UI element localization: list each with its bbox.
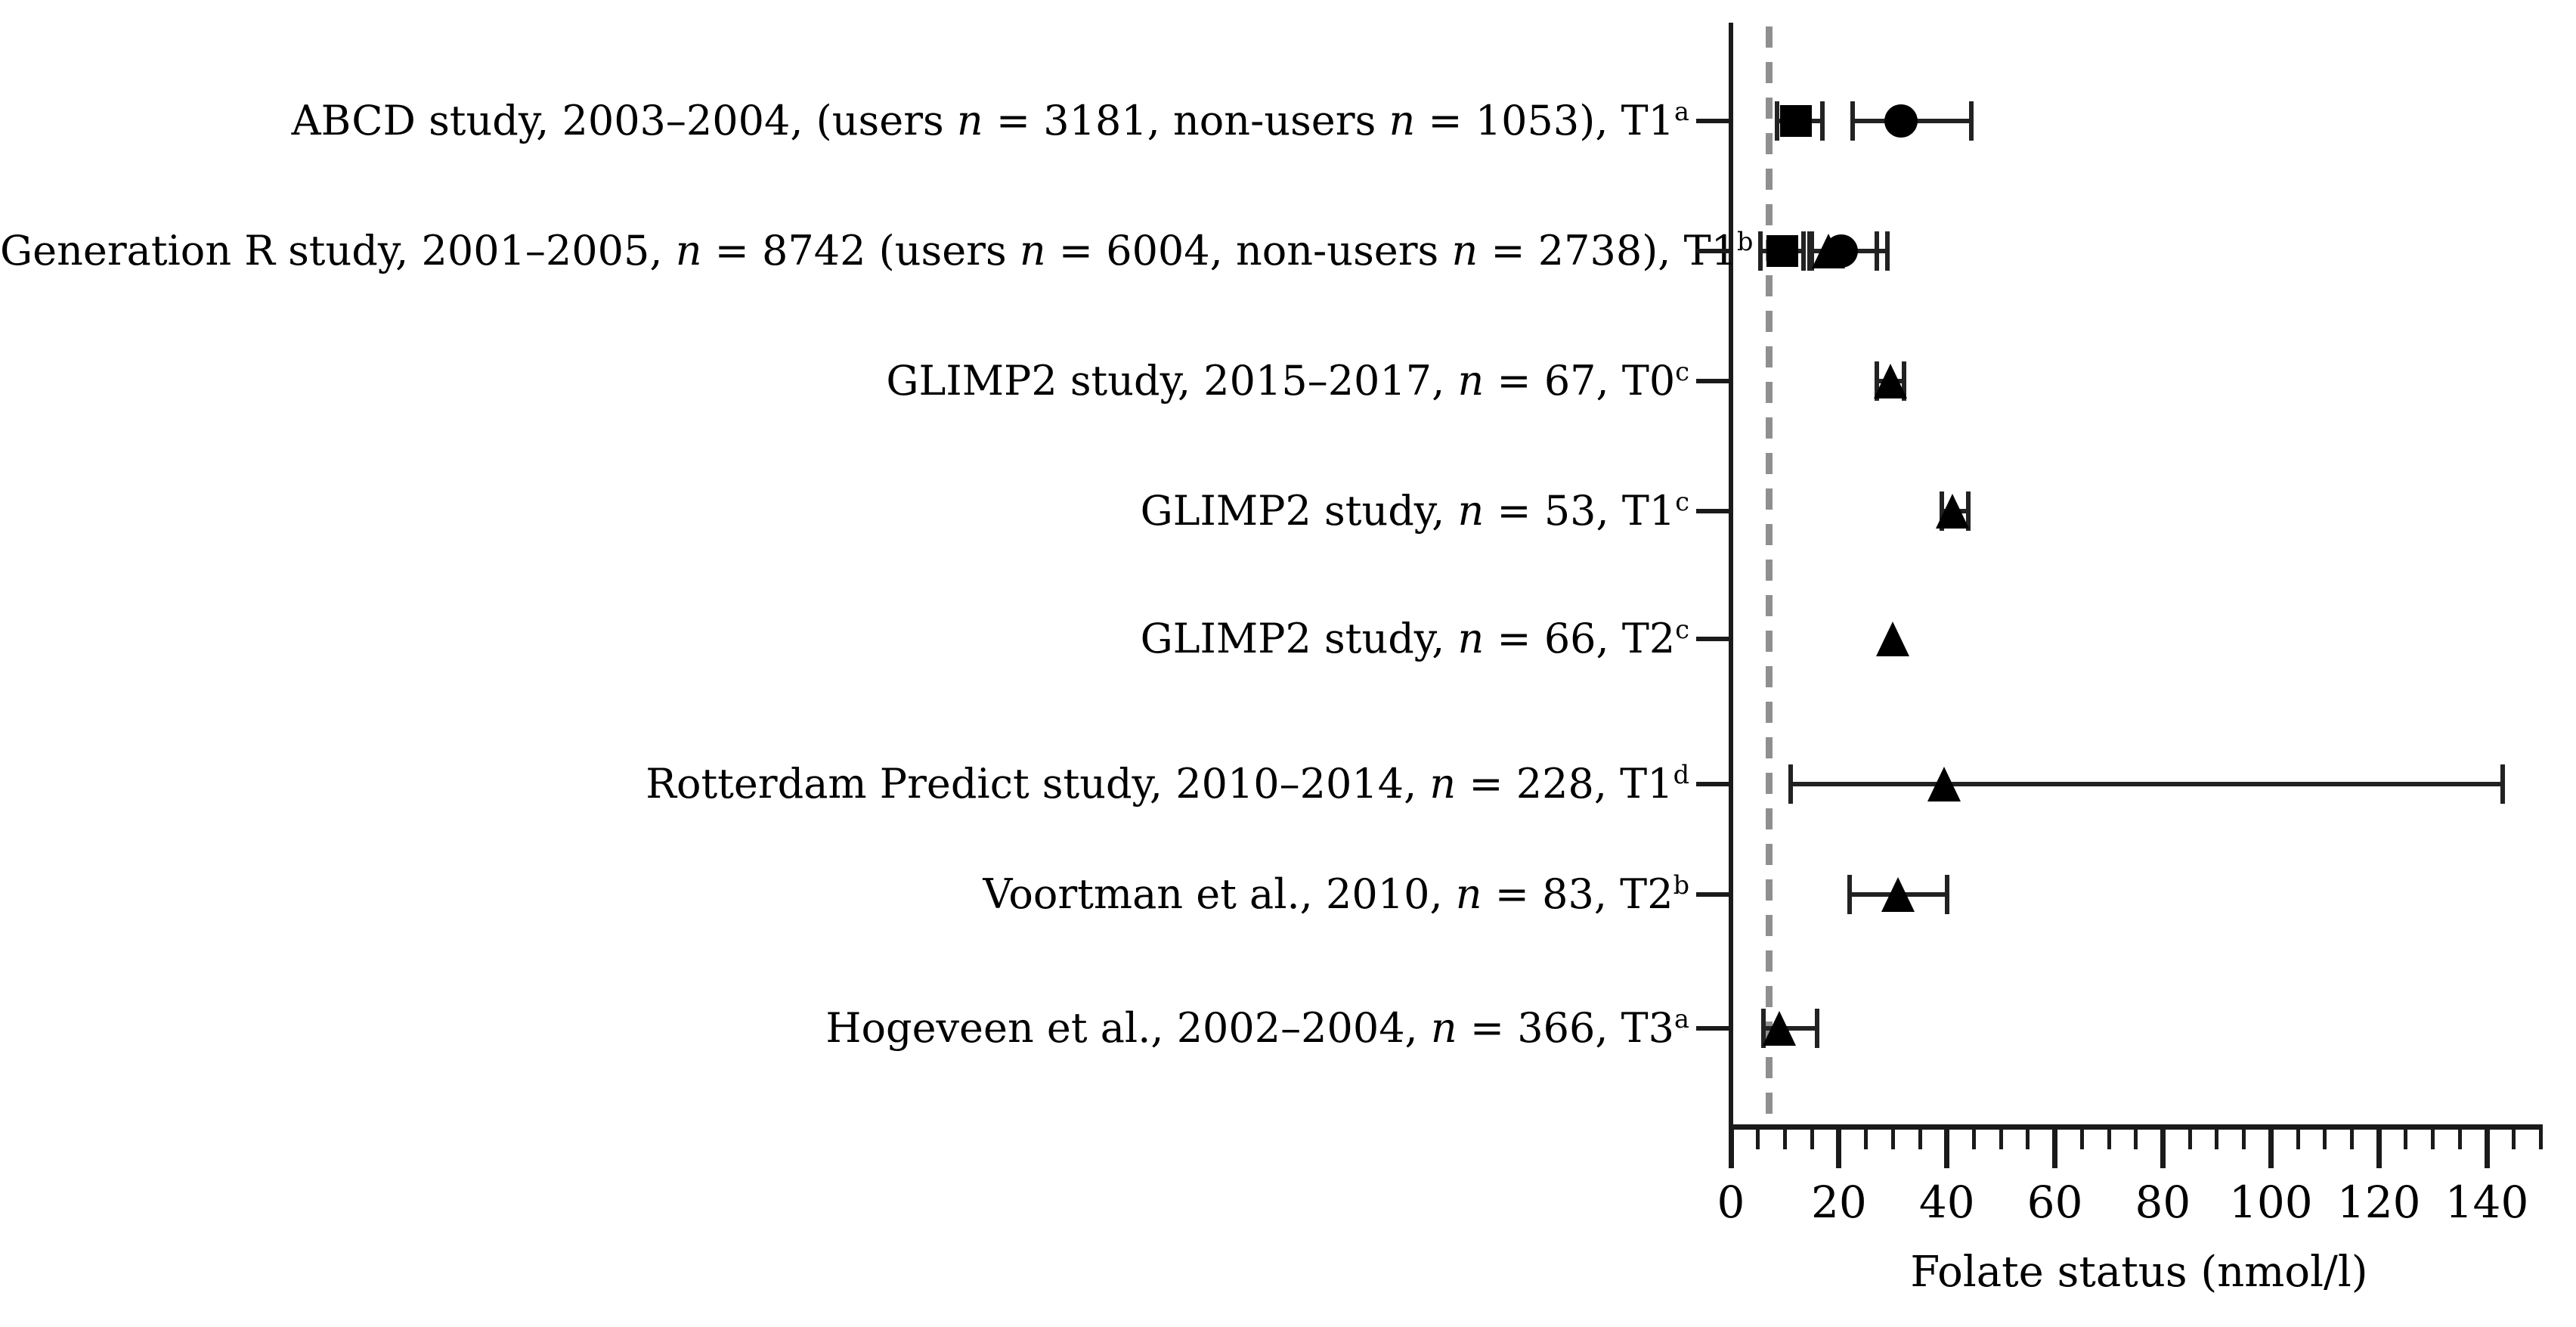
x-major-tick [1944,1127,1950,1168]
y-row-tick [1696,782,1731,786]
y-row-tick [1696,249,1731,253]
error-bar-cap-right [1968,101,1974,141]
x-axis-title: Folate status (nmol/l) [1910,1248,2368,1297]
triangle-marker [1873,364,1907,398]
error-bar-cap-left [1850,101,1855,141]
error-bar-cap-left [1788,764,1793,804]
reference-dashed-line [1765,26,1773,1127]
y-row-tick [1696,1026,1731,1031]
triangle-marker [1763,1011,1797,1046]
error-bar-cap-left [1807,231,1812,271]
x-minor-tick [1864,1127,1869,1149]
error-bar-cap-right [1820,101,1825,141]
x-tick-label: 0 [1717,1177,1745,1228]
x-minor-tick [2457,1127,2462,1149]
triangle-marker [1927,767,1961,801]
x-major-tick [2376,1127,2382,1168]
triangle-marker [1935,494,1969,529]
x-minor-tick [1756,1127,1760,1149]
error-bar-cap-right [1801,231,1807,271]
x-minor-tick [2404,1127,2408,1149]
y-row-tick [1696,379,1731,383]
x-tick-label: 40 [1918,1177,1975,1228]
error-bar [1790,782,2503,786]
study-row-label: GLIMP2 study, n = 66, T2c [1140,615,1689,662]
error-bar-cap-left [1774,101,1779,141]
x-minor-tick [2107,1127,2111,1149]
error-bar-cap-left [1758,231,1763,271]
x-minor-tick [1810,1127,1814,1149]
x-major-tick [1836,1127,1842,1168]
study-row-label: Voortman et al., 2010, n = 83, T2b [983,870,1689,918]
x-minor-tick [2538,1127,2543,1149]
x-minor-tick [2349,1127,2354,1149]
x-tick-label: 140 [2444,1177,2529,1228]
error-bar-cap-right [1944,875,1949,914]
x-minor-tick [2242,1127,2246,1149]
study-row-label: Hogeveen et al., 2002–2004, n = 366, T3a [825,1004,1689,1052]
x-tick-label: 60 [2026,1177,2083,1228]
x-minor-tick [1890,1127,1895,1149]
study-row-label: Generation R study, 2001–2005, n = 8742 … [0,227,1754,274]
x-major-tick [2160,1127,2166,1168]
square-marker [1779,105,1812,137]
error-bar-cap-left [1847,875,1853,914]
x-tick-label: 100 [2228,1177,2313,1228]
study-row-label: GLIMP2 study, n = 53, T1c [1140,487,1689,535]
study-row-label: Rotterdam Predict study, 2010–2014, n = … [646,760,1689,808]
x-minor-tick [1782,1127,1787,1149]
error-bar-cap-right [2500,764,2506,804]
study-row-label: ABCD study, 2003–2004, (users n = 3181, … [291,97,1689,144]
x-minor-tick [2026,1127,2030,1149]
x-minor-tick [2296,1127,2300,1149]
x-tick-label: 80 [2135,1177,2191,1228]
x-major-tick [2484,1127,2490,1168]
triangle-marker [1881,877,1915,912]
x-minor-tick [2215,1127,2219,1149]
error-bar-cap-right [1885,231,1890,271]
x-minor-tick [2187,1127,2192,1149]
x-minor-tick [1918,1127,1922,1149]
circle-marker [1884,104,1918,138]
x-minor-tick [2512,1127,2516,1149]
circle-marker [1825,234,1859,268]
x-tick-label: 20 [1810,1177,1867,1228]
x-minor-tick [1971,1127,1976,1149]
y-axis-line [1729,23,1733,1127]
y-row-tick [1696,637,1731,641]
x-minor-tick [2323,1127,2327,1149]
x-major-tick [1728,1127,1734,1168]
x-major-tick [2268,1127,2274,1168]
x-minor-tick [2431,1127,2435,1149]
triangle-marker [1876,622,1910,656]
y-row-tick [1696,509,1731,513]
x-minor-tick [2134,1127,2138,1149]
x-minor-tick [1999,1127,2003,1149]
error-bar-cap-right [1815,1009,1820,1048]
x-minor-tick [2079,1127,2084,1149]
study-row-label: GLIMP2 study, 2015–2017, n = 67, T0c [886,357,1689,405]
x-tick-label: 120 [2336,1177,2421,1228]
y-row-tick [1696,119,1731,123]
x-major-tick [2052,1127,2058,1168]
y-row-tick [1696,892,1731,897]
square-marker [1766,235,1798,267]
